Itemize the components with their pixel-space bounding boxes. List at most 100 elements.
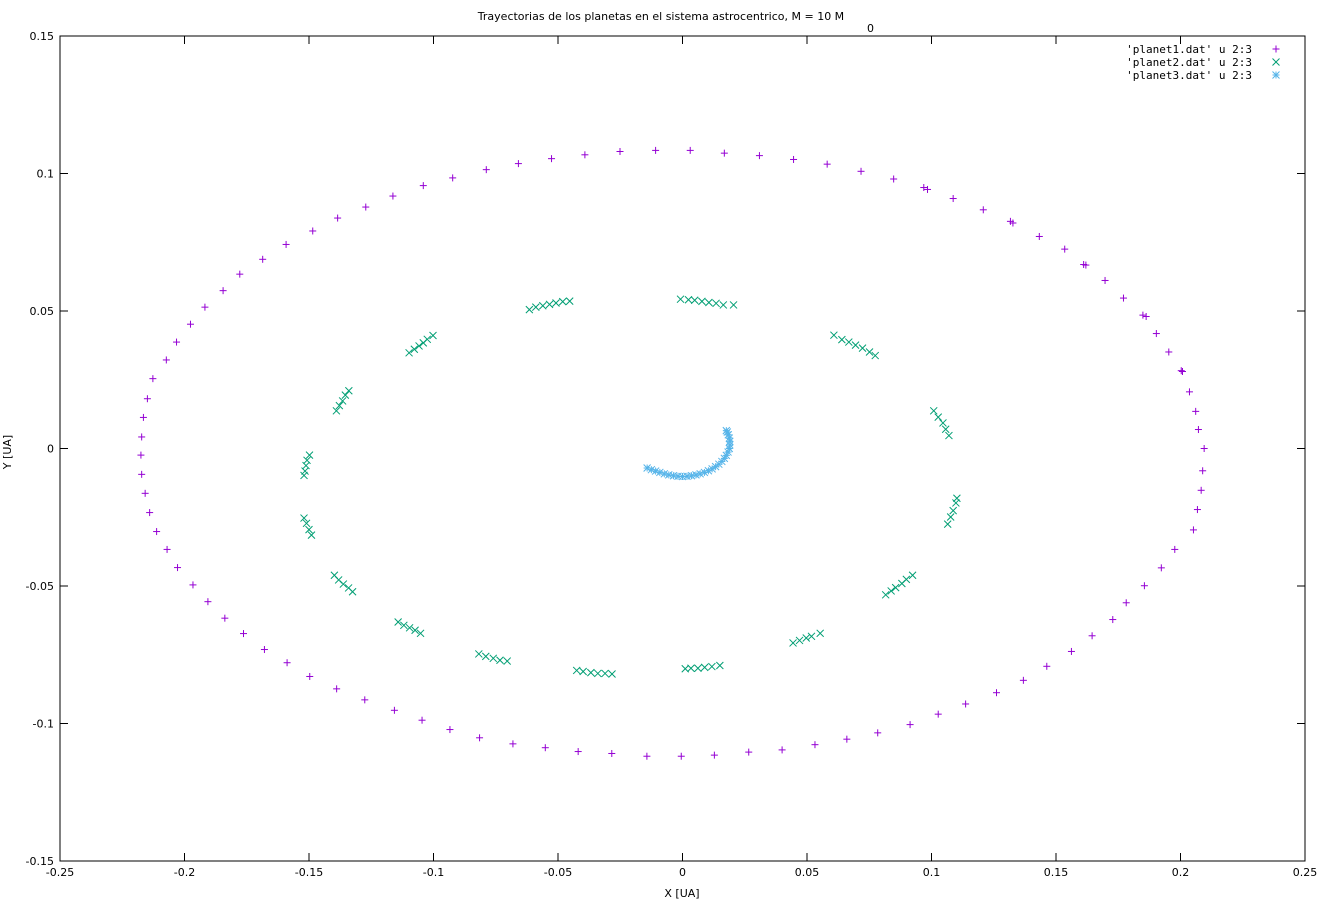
- point-2: [881, 590, 890, 599]
- point-1: [333, 685, 341, 693]
- legend-label-2: 'planet2.dat' u 2:3: [1126, 56, 1252, 69]
- legend: 'planet1.dat' u 2:3'planet2.dat' u 2:3'p…: [1126, 43, 1280, 82]
- point-2: [795, 636, 804, 645]
- point-2: [887, 587, 896, 595]
- point-2: [729, 301, 738, 309]
- point-1: [745, 748, 753, 756]
- point-2: [405, 623, 414, 632]
- legend-label-1: 'planet1.dat' u 2:3: [1126, 43, 1252, 56]
- point-1: [1035, 232, 1043, 240]
- point-1: [449, 174, 457, 182]
- point-1: [1139, 311, 1147, 319]
- legend-label-3: 'planet3.dat' u 2:3: [1126, 69, 1252, 82]
- point-1: [390, 706, 398, 714]
- point-2: [844, 338, 853, 346]
- y-tick-label: 0.1: [37, 168, 55, 181]
- point-2: [943, 520, 952, 528]
- point-2: [332, 406, 341, 415]
- point-1: [446, 726, 454, 734]
- x-tick-label: -0.15: [295, 866, 323, 879]
- point-2: [934, 413, 943, 422]
- point-1: [608, 749, 616, 757]
- point-2: [415, 342, 423, 350]
- point-1: [1185, 388, 1193, 396]
- point-2: [565, 297, 574, 305]
- point-1: [1109, 616, 1117, 624]
- point-2: [952, 499, 960, 507]
- x-tick-label: 0.2: [1172, 866, 1190, 879]
- point-1: [924, 185, 932, 193]
- point-1: [1019, 676, 1027, 684]
- point-2: [789, 639, 797, 647]
- y-tick-label: -0.05: [26, 580, 54, 593]
- point-2: [423, 335, 432, 344]
- point-2: [405, 348, 413, 357]
- point-1: [616, 148, 624, 155]
- legend-marker-3: [1272, 71, 1280, 79]
- point-1: [137, 451, 145, 459]
- point-1: [1194, 426, 1202, 434]
- point-2: [503, 657, 512, 665]
- point-1: [1088, 632, 1096, 640]
- x-tick-label: 0: [679, 866, 686, 879]
- point-2: [416, 629, 425, 638]
- point-1: [643, 752, 651, 760]
- point-1: [139, 413, 147, 421]
- point-1: [1165, 348, 1173, 356]
- point-1: [509, 740, 517, 748]
- point-2: [898, 579, 906, 588]
- legend-marker-2: [1272, 58, 1280, 66]
- point-2: [712, 299, 720, 308]
- point-2: [802, 634, 811, 642]
- point-2: [865, 348, 874, 356]
- point-1: [1193, 506, 1201, 514]
- point-2: [676, 295, 685, 304]
- point-2: [929, 406, 938, 415]
- point-1: [514, 160, 522, 168]
- point-2: [690, 296, 699, 305]
- point-3: [655, 468, 664, 477]
- point-1: [201, 303, 209, 311]
- plot-frame: [59, 35, 1306, 862]
- x-axis: -0.25 -0.2 -0.15 -0.1 -0.05 0 0.05 0.1 0.15 0.2 0.…: [46, 36, 1317, 879]
- x-tick-label: -0.25: [46, 866, 74, 879]
- point-2: [719, 301, 728, 309]
- point-1: [992, 689, 1000, 697]
- point-2: [572, 666, 581, 675]
- point-1: [1119, 294, 1127, 302]
- point-2: [411, 626, 419, 635]
- chart-title-subscript: 0: [867, 22, 874, 35]
- point-1: [143, 395, 151, 403]
- point-1: [419, 182, 427, 190]
- point-1: [843, 735, 851, 743]
- point-1: [236, 270, 244, 278]
- point-2: [830, 331, 838, 340]
- point-1: [1197, 486, 1205, 494]
- point-1: [1009, 219, 1017, 227]
- point-1: [153, 528, 161, 536]
- x-tick-label: 0.05: [795, 866, 820, 879]
- point-1: [282, 240, 290, 248]
- point-3: [664, 471, 673, 479]
- y-tick-label: 0.05: [30, 305, 55, 318]
- point-2: [953, 494, 961, 503]
- point-3: [722, 426, 731, 435]
- point-2: [474, 650, 483, 658]
- point-1: [476, 734, 484, 742]
- point-1: [1140, 582, 1148, 590]
- x-tick-label: 0.1: [923, 866, 941, 879]
- point-1: [1061, 245, 1069, 253]
- point-2: [410, 345, 419, 354]
- point-2: [587, 668, 595, 677]
- point-1: [138, 433, 146, 441]
- point-1: [309, 227, 317, 235]
- point-1: [710, 751, 718, 759]
- point-1: [334, 214, 342, 222]
- y-tick-label: 0: [47, 443, 54, 456]
- point-2: [300, 514, 308, 522]
- x-tick-label: -0.1: [423, 866, 444, 879]
- point-2: [941, 425, 950, 434]
- point-1: [857, 167, 865, 175]
- point-1: [1177, 367, 1185, 375]
